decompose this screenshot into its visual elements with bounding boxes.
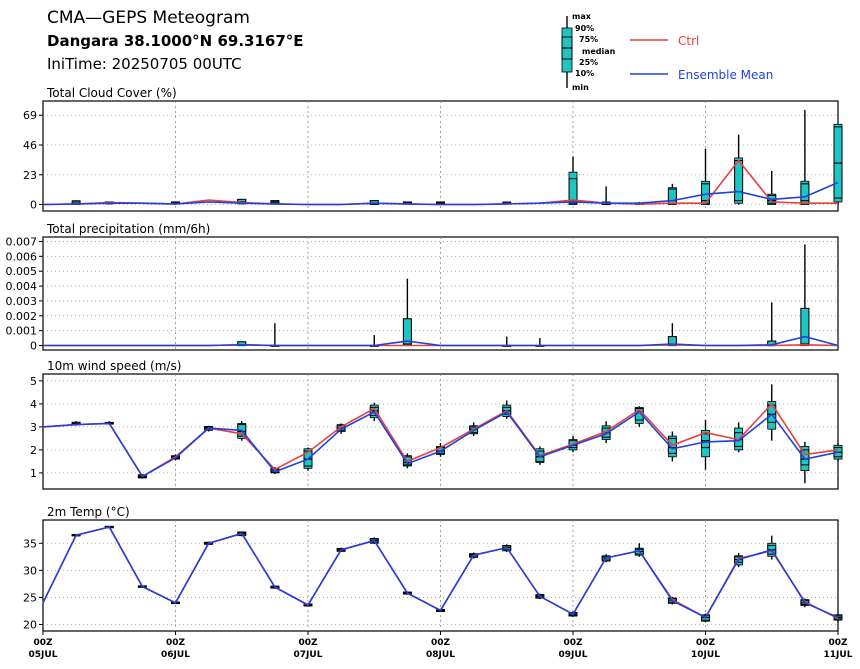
- ensemble-box: [568, 156, 578, 205]
- x-tick-label-date: 11JUL: [824, 650, 853, 660]
- y-tick-label: 0.006: [6, 250, 38, 263]
- y-tick-label: 69: [23, 109, 37, 122]
- box-inner: [568, 178, 578, 204]
- box-inner: [734, 160, 744, 202]
- panel-title: 2m Temp (°C): [47, 505, 130, 519]
- y-tick-label: 0.004: [6, 280, 38, 293]
- x-tick-label-date: 06JUL: [161, 650, 190, 660]
- location-label: Dangara 38.1000°N 69.3167°E: [47, 32, 304, 50]
- x-tick-label-hour: 00Z: [298, 638, 318, 648]
- box-inner: [800, 307, 810, 347]
- panel-1: Total Cloud Cover (%) 0 23 46 69: [23, 86, 843, 212]
- box-inner: [800, 449, 810, 466]
- x-tick-label-date: 08JUL: [426, 650, 455, 660]
- panel-title: 10m wind speed (m/s): [47, 359, 181, 373]
- panel-title: Total Cloud Cover (%): [46, 86, 177, 100]
- box-inner: [833, 126, 843, 199]
- x-tick-label-hour: 00Z: [696, 638, 716, 648]
- y-tick-label: 0.005: [6, 265, 38, 278]
- x-tick-label-hour: 00Z: [828, 638, 848, 648]
- x-tick-label-hour: 00Z: [431, 638, 451, 648]
- legend-box-label: 10%: [575, 69, 594, 78]
- y-tick-label: 30: [23, 564, 37, 577]
- x-tick-label-date: 10JUL: [691, 650, 720, 660]
- chart-title: CMA—GEPS Meteogram: [47, 8, 250, 28]
- legend: max 90% 75% median 25% 10% min Ctrl Ensemble Mea…: [561, 12, 773, 92]
- ensemble-box: [767, 302, 777, 347]
- y-tick-label: 0.007: [6, 235, 38, 248]
- ensemble-box: [800, 441, 810, 484]
- x-tick-label-hour: 00Z: [166, 638, 186, 648]
- ensemble-box: [701, 148, 710, 205]
- ensemble-box: [800, 110, 810, 205]
- x-axis: 00Z 05JUL 00Z 06JUL 00Z 07JUL 00Z 08JUL 00Z 09JUL…: [29, 631, 853, 660]
- ensemble-box: [833, 123, 843, 205]
- ensemble-box: [270, 323, 280, 347]
- legend-box-label: median: [582, 47, 616, 56]
- y-tick-label: 46: [23, 139, 37, 152]
- mean-series-line: [43, 335, 839, 347]
- mean-series-line: [42, 181, 839, 206]
- y-tick-label: 0: [30, 199, 37, 212]
- ensemble-box: [601, 186, 611, 206]
- ensemble-box: [767, 384, 777, 441]
- y-tick-label: 4: [30, 398, 37, 411]
- ensemble-box: [734, 134, 744, 205]
- y-tick-label: 3: [30, 421, 37, 434]
- legend-ctrl-label: Ctrl: [678, 34, 699, 48]
- panel-3: 10m wind speed (m/s) 1 2 3 4 5: [30, 359, 843, 490]
- x-tick-label-date: 07JUL: [294, 650, 323, 660]
- legend-box-label: min: [572, 83, 589, 92]
- x-tick-label-hour: 00Z: [33, 638, 53, 648]
- mean-series-line: [42, 410, 839, 478]
- x-tick-label-date: 05JUL: [29, 650, 58, 660]
- ensemble-box: [701, 420, 710, 470]
- x-tick-label-date: 09JUL: [559, 650, 588, 660]
- mean-series-line: [42, 526, 839, 619]
- init-time-label: IniTime: 20250705 00UTC: [47, 55, 242, 73]
- y-tick-label: 2: [30, 444, 37, 457]
- panel-2: Total precipitation (mm/6h) 0 0.001 0.002 0.…: [6, 222, 839, 353]
- y-tick-label: 23: [23, 169, 37, 182]
- y-tick-label: 5: [30, 375, 37, 388]
- x-tick-label-hour: 00Z: [563, 638, 583, 648]
- legend-box-label: 75%: [579, 35, 598, 44]
- legend-box-label: max: [572, 12, 592, 21]
- y-tick-label: 0.003: [6, 295, 38, 308]
- y-tick-label: 1: [30, 467, 37, 480]
- y-tick-label: 35: [23, 537, 37, 550]
- panel-4: 2m Temp (°C) 20 25 30 35: [23, 505, 843, 632]
- legend-box-label: 25%: [579, 58, 598, 67]
- ensemble-box: [402, 278, 412, 347]
- y-tick-label: 20: [23, 619, 37, 632]
- y-tick-label: 0: [30, 340, 37, 353]
- y-tick-label: 0.002: [6, 310, 38, 323]
- legend-mean-label: Ensemble Mean: [678, 68, 773, 82]
- y-tick-label: 0.001: [6, 325, 38, 338]
- panel-title: Total precipitation (mm/6h): [46, 222, 210, 236]
- ensemble-box: [667, 323, 677, 347]
- panel-frame: [42, 373, 839, 490]
- ensemble-box: [800, 244, 810, 347]
- y-tick-label: 25: [23, 591, 37, 604]
- ctrl-series-line: [42, 402, 839, 478]
- legend-box-label: 90%: [575, 24, 594, 33]
